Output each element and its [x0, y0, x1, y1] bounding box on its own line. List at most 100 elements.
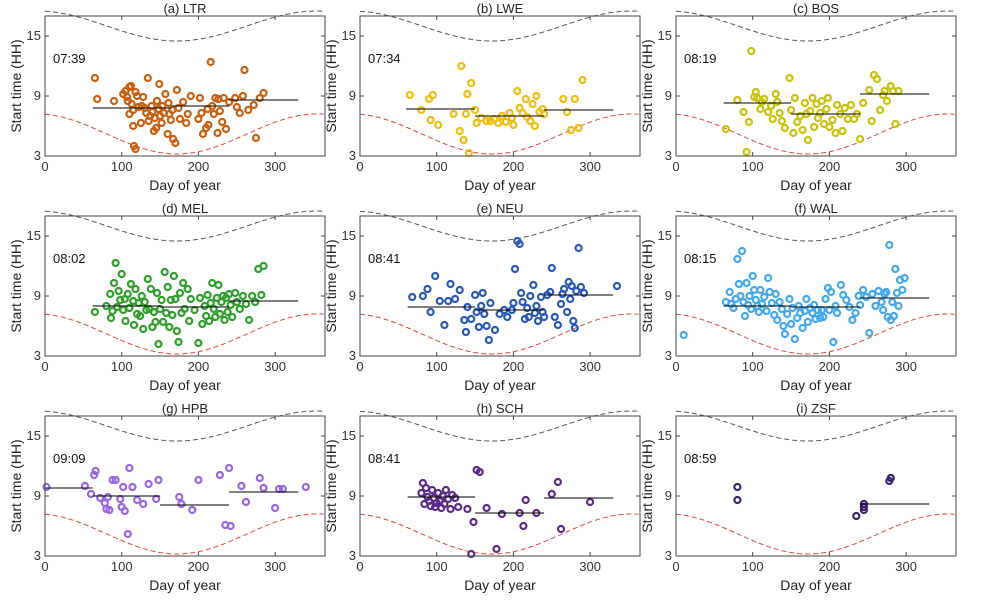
data-point	[144, 479, 153, 489]
data-point	[891, 264, 900, 274]
y-axis-label: Start time (HH)	[8, 239, 24, 332]
data-point	[116, 295, 125, 305]
data-point	[417, 105, 426, 115]
y-tick-label: 9	[665, 288, 672, 303]
data-point	[894, 301, 903, 311]
data-point	[255, 473, 264, 483]
data-point	[803, 135, 813, 145]
x-tick-label: 0	[672, 559, 679, 574]
data-point	[471, 105, 480, 115]
data-point	[408, 292, 417, 302]
data-point	[474, 322, 483, 332]
data-point	[214, 280, 223, 290]
x-tick-label: 100	[426, 559, 448, 574]
data-point	[836, 280, 846, 290]
data-point	[494, 118, 503, 128]
data-point	[756, 104, 765, 114]
axes-frame	[359, 415, 641, 557]
data-point	[882, 287, 891, 297]
data-point	[90, 73, 100, 83]
data-point	[886, 473, 895, 483]
x-axis-label: Day of year	[780, 177, 852, 193]
data-point	[767, 298, 777, 308]
x-tick-label: 100	[426, 359, 448, 374]
data-point	[530, 308, 540, 318]
panel-title: (b) LWE	[477, 1, 524, 16]
sunrise-curve	[675, 313, 955, 355]
data-point	[449, 109, 458, 119]
panel-title: (g) HPB	[162, 401, 208, 416]
x-axis-label: Day of year	[464, 577, 536, 593]
data-point	[123, 529, 132, 539]
data-point	[475, 467, 484, 477]
data-point	[133, 91, 142, 101]
panel-title: (h) SCH	[477, 401, 524, 416]
data-point	[838, 126, 847, 136]
y-tick-label: 3	[665, 148, 672, 163]
axes-frame	[44, 15, 326, 157]
data-point	[819, 312, 828, 322]
x-tick-label: 300	[895, 559, 917, 574]
data-point	[241, 299, 251, 309]
x-tick-label: 300	[895, 359, 917, 374]
sunrise-curve	[359, 513, 639, 555]
data-point	[435, 296, 444, 306]
data-point	[441, 485, 450, 495]
data-point	[467, 314, 476, 324]
y-tick-label: 15	[27, 228, 41, 243]
x-tick-label: 200	[503, 159, 525, 174]
panel: 0 100 200 300 3 9 15 (f) WAL 08:15 Day of year Sta…	[639, 201, 957, 393]
data-point	[152, 494, 161, 504]
x-tick-label: 300	[264, 559, 286, 574]
data-point	[257, 290, 266, 300]
data-point	[139, 92, 148, 102]
data-point	[739, 107, 748, 117]
panel: 0 100 200 300 3 9 15 (e) NEU 08:41 Day of year Sta…	[323, 201, 641, 393]
data-point	[455, 285, 464, 295]
data-point	[530, 121, 540, 131]
data-point	[768, 114, 777, 124]
data-point	[186, 294, 195, 304]
panel: 0 100 200 300 3 9 15 (g) HPB 09:09 Day of year Sta…	[8, 401, 326, 593]
data-point	[878, 305, 888, 315]
data-point	[174, 337, 183, 347]
data-point	[572, 286, 581, 296]
data-point	[757, 299, 767, 309]
data-point	[446, 279, 455, 289]
data-point	[828, 115, 837, 125]
panel-title: (d) MEL	[162, 201, 208, 216]
data-point	[172, 85, 181, 95]
data-point	[482, 116, 491, 126]
data-point	[497, 509, 506, 519]
data-point	[880, 86, 889, 96]
data-point	[809, 122, 819, 132]
data-point	[417, 488, 426, 498]
data-point	[585, 497, 595, 507]
panel-annotation: 08:59	[684, 451, 717, 466]
data-point	[154, 475, 163, 485]
data-point	[223, 307, 232, 317]
data-point	[528, 99, 537, 109]
data-point	[206, 298, 215, 308]
sunrise-curve	[359, 313, 639, 355]
data-point	[165, 322, 174, 332]
data-point	[467, 549, 476, 559]
x-tick-label: 300	[264, 159, 286, 174]
data-point	[877, 297, 886, 307]
data-point	[137, 291, 146, 301]
data-point	[249, 100, 258, 110]
x-tick-label: 300	[579, 359, 601, 374]
data-point	[467, 78, 476, 88]
panel-annotation: 08:41	[368, 251, 401, 266]
data-point	[221, 124, 231, 134]
data-point	[831, 128, 840, 138]
data-point	[800, 98, 810, 108]
data-point	[133, 495, 142, 505]
data-point	[569, 316, 578, 326]
data-point	[826, 287, 836, 297]
y-tick-label: 9	[665, 488, 672, 503]
data-point	[785, 73, 794, 83]
data-point	[900, 273, 909, 283]
data-point	[446, 504, 455, 514]
data-point	[171, 294, 180, 304]
